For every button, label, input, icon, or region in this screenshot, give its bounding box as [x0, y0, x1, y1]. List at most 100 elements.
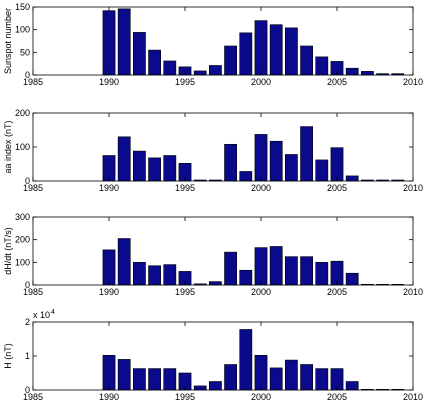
bar-2006	[345, 67, 359, 76]
bar-2006	[345, 175, 359, 182]
x-tick-label: 2005	[327, 392, 347, 402]
bar-2007	[361, 71, 374, 76]
bar-1992	[133, 150, 146, 182]
bar-2001	[269, 367, 283, 391]
y-tick-label: 0	[25, 176, 30, 186]
bar-2001	[269, 246, 283, 286]
x-tick-label: 1985	[23, 183, 43, 193]
bar-1997	[209, 65, 222, 76]
bar-1999	[239, 269, 253, 286]
bar-1994	[163, 368, 177, 391]
bar-2004	[315, 368, 329, 391]
exponent-label: x 10	[33, 310, 50, 320]
y-tick-label: 150	[15, 2, 30, 12]
x-tick-label: 2000	[251, 287, 271, 297]
bar-2006	[345, 381, 359, 391]
bar-1999	[239, 329, 253, 391]
y-tick-label: 0	[25, 70, 30, 80]
y-tick-label: 100	[15, 142, 30, 152]
bar-2003	[300, 364, 313, 391]
y-axis-label: dH/dt (nT/s)	[3, 227, 13, 275]
y-tick-label: 1	[25, 351, 30, 361]
x-tick-label: 2010	[403, 183, 423, 193]
bar-1992	[133, 262, 146, 286]
x-tick-label: 1990	[99, 392, 119, 402]
x-tick-label: 2005	[327, 287, 347, 297]
y-axis-label: aa index (nT)	[3, 120, 13, 173]
x-tick-label: 1995	[175, 183, 195, 193]
bar-2002	[285, 256, 298, 286]
y-axis-label: Sunspot number	[3, 8, 13, 74]
axes-frame	[32, 321, 414, 391]
bar-2001	[269, 24, 283, 76]
bar-2002	[285, 154, 298, 182]
x-tick-label: 2010	[403, 77, 423, 87]
panel-3: 1985 1990 1995 2000 2005 2010 0 100 200 300dH/dt …	[3, 212, 423, 297]
bar-2000	[254, 355, 268, 391]
bar-1997	[209, 281, 222, 286]
y-tick-label: 200	[15, 108, 30, 118]
x-tick-label: 2000	[251, 392, 271, 402]
bar-2000	[254, 20, 268, 76]
bar-2001	[269, 140, 283, 182]
bar-1994	[163, 60, 177, 76]
bar-1998	[224, 45, 237, 76]
bar-1998	[224, 251, 237, 286]
bar-2004	[315, 56, 329, 76]
x-tick-label: 2000	[251, 183, 271, 193]
bar-1990	[102, 10, 116, 76]
bar-2003	[300, 256, 313, 286]
bar-1993	[148, 368, 161, 391]
bar-1992	[133, 32, 146, 76]
bar-1999	[239, 32, 253, 76]
exponent-power: 4	[51, 309, 55, 316]
axes-frame	[32, 216, 414, 286]
x-tick-label: 1995	[175, 392, 195, 402]
x-tick-label: 2000	[251, 77, 271, 87]
bar-1993	[148, 49, 161, 76]
x-tick-label: 1995	[175, 287, 195, 297]
bar-2004	[315, 159, 329, 182]
bar-1993	[148, 157, 161, 182]
bar-1996	[193, 70, 207, 76]
x-tick-label: 1985	[23, 392, 43, 402]
bar-2003	[300, 45, 313, 76]
panel-1: 1985 1990 1995 2000 2005 2010 0 50 100 150Sunspot…	[3, 2, 423, 87]
bar-1990	[102, 249, 116, 286]
bar-1992	[133, 368, 146, 391]
bar-2006	[345, 272, 359, 286]
y-tick-label: 50	[20, 47, 30, 57]
y-tick-label: 100	[15, 25, 30, 35]
bar-1991	[117, 359, 131, 391]
x-tick-label: 1995	[175, 77, 195, 87]
bar-2000	[254, 247, 268, 286]
bar-1990	[102, 355, 116, 391]
x-tick-label: 1985	[23, 77, 43, 87]
bar-2002	[285, 359, 298, 391]
x-tick-label: 1990	[99, 287, 119, 297]
axes-frame	[32, 6, 414, 76]
bar-1999	[239, 171, 253, 182]
x-tick-label: 2010	[403, 287, 423, 297]
bar-1998	[224, 364, 237, 391]
x-tick-label: 1990	[99, 77, 119, 87]
y-tick-label: 100	[15, 257, 30, 267]
bar-2005	[330, 147, 344, 182]
y-tick-label: 0	[25, 280, 30, 290]
y-tick-label: 200	[15, 235, 30, 245]
y-tick-label: 0	[25, 385, 30, 395]
axes-frame	[32, 112, 414, 182]
bar-1991	[117, 136, 131, 182]
bar-1996	[193, 385, 207, 391]
bar-1991	[117, 8, 131, 76]
x-tick-label: 1990	[99, 183, 119, 193]
x-tick-label: 2010	[403, 392, 423, 402]
bar-1991	[117, 238, 131, 286]
bar-2004	[315, 262, 329, 286]
bar-1994	[163, 264, 177, 286]
bar-1993	[148, 265, 161, 286]
x-tick-label: 2005	[327, 183, 347, 193]
bar-2000	[254, 134, 268, 182]
